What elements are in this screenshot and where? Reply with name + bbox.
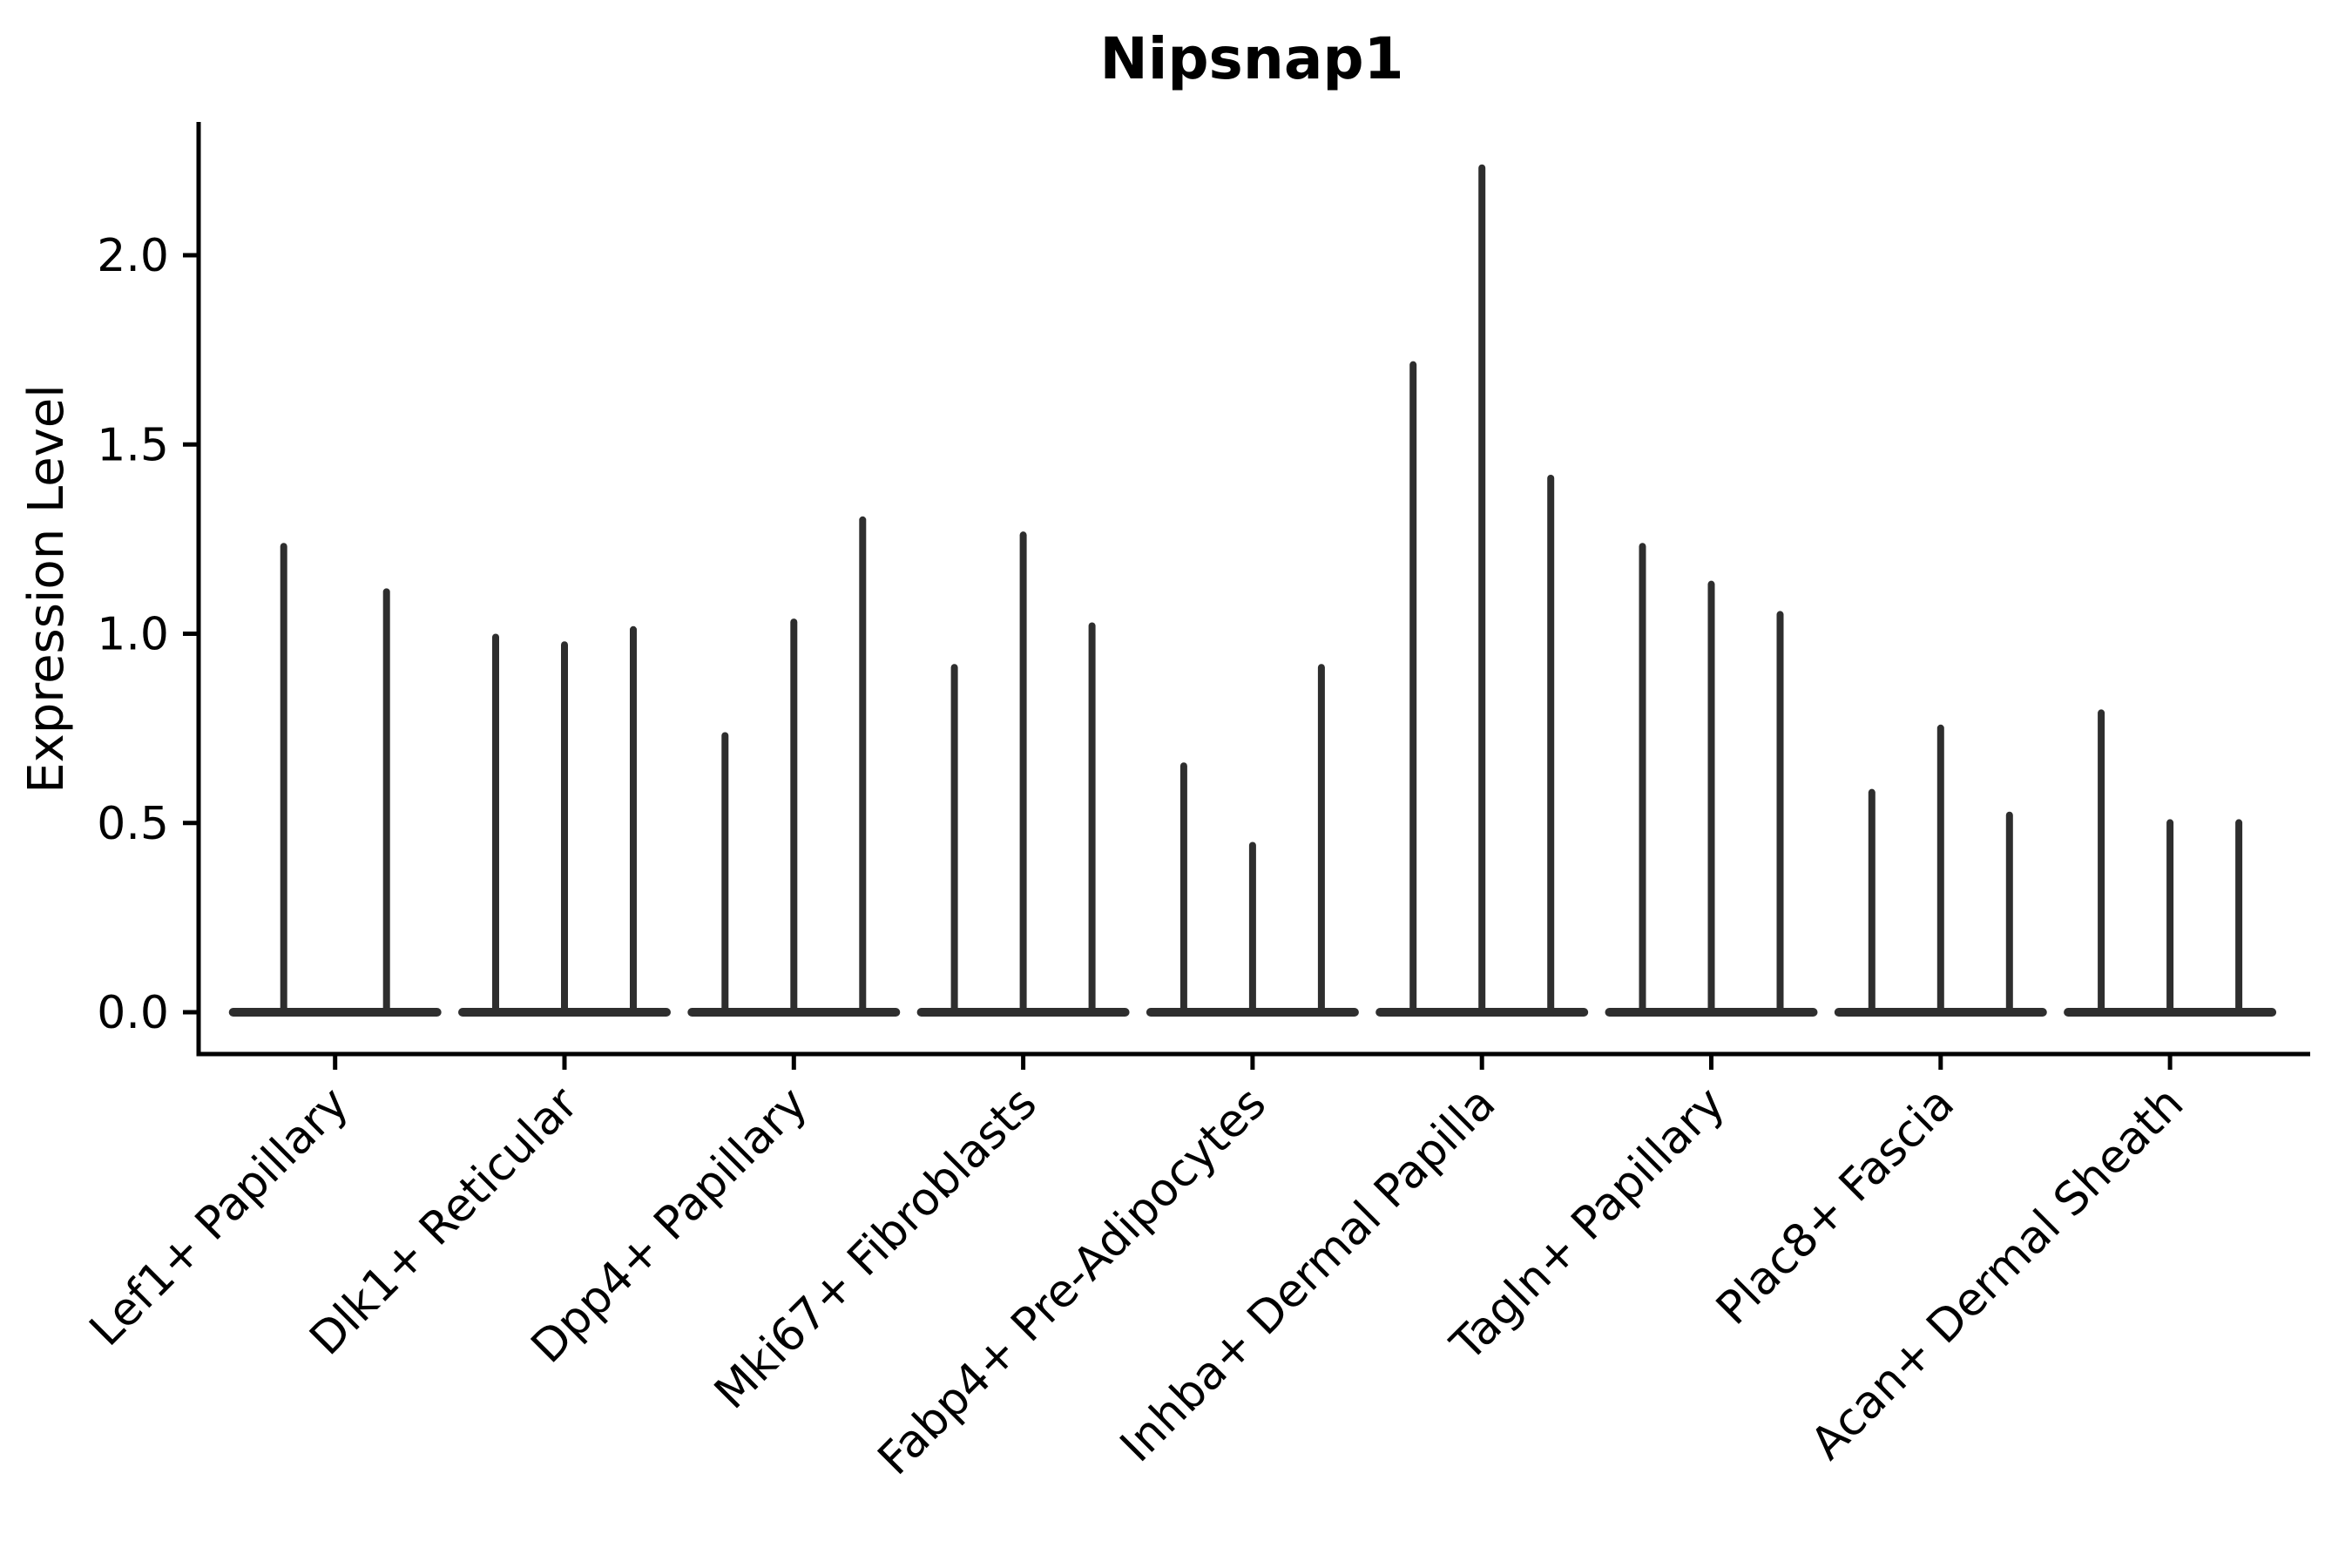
y-axis-label: Expression Level	[18, 384, 75, 794]
violin-spike	[1248, 841, 1256, 1017]
y-tick-label: 0.0	[97, 987, 169, 1039]
violin-group	[687, 516, 901, 1017]
violin-spike	[2005, 811, 2013, 1017]
violin-group	[458, 625, 671, 1017]
violin-spike	[1707, 580, 1715, 1017]
violin-group	[228, 543, 442, 1017]
y-tick-label: 0.5	[97, 798, 169, 850]
violin-base	[228, 1008, 442, 1017]
violin-group	[1834, 724, 2047, 1017]
y-tick-label: 2.0	[97, 230, 169, 282]
violin-spike	[1317, 664, 1325, 1017]
violin-spike	[1639, 543, 1646, 1017]
violin-spike	[2235, 819, 2243, 1017]
violin-spike	[1088, 622, 1096, 1017]
x-tick-label: Inhba+ Dermal Papilla	[1111, 1078, 1505, 1472]
y-tick-label: 1.5	[97, 419, 169, 471]
violin-spike	[492, 633, 499, 1017]
violin-group	[2064, 709, 2277, 1017]
violin-spike	[721, 732, 729, 1017]
violin-spike	[1776, 611, 1784, 1017]
chart-title: Nipsnap1	[1099, 25, 1403, 92]
x-axis-ticks	[333, 1054, 2173, 1070]
y-tick-label: 1.0	[97, 609, 169, 661]
violin-spike	[1019, 531, 1027, 1017]
violin-spike	[2098, 709, 2105, 1017]
x-tick-label: Plac8+ Fascia	[1707, 1078, 1964, 1335]
x-tick-label: Fabp4+ Pre-Adipocytes	[868, 1078, 1276, 1485]
violin-spike	[1868, 788, 1876, 1017]
violin-spike	[1409, 361, 1417, 1017]
violin-group	[1605, 543, 1818, 1017]
violin-spike	[2166, 819, 2174, 1017]
violin-spike	[1179, 762, 1187, 1017]
violin-group	[916, 531, 1130, 1017]
violin-spike	[561, 641, 568, 1017]
violin-spike	[630, 625, 637, 1017]
violin-spike	[1547, 475, 1555, 1017]
violin-spike	[280, 543, 287, 1017]
violin-spike	[1478, 164, 1486, 1017]
x-tick-label: Acan+ Dermal Sheath	[1801, 1078, 2194, 1470]
violin-spike	[382, 588, 390, 1017]
violin-spike	[859, 516, 867, 1017]
violin-spike	[790, 618, 798, 1017]
violin-group	[1375, 164, 1589, 1017]
violin-group	[1146, 664, 1359, 1017]
violin-glyphs	[228, 164, 2277, 1017]
violin-spike	[1936, 724, 1944, 1017]
violin-spike	[950, 664, 958, 1017]
y-axis-ticks: 0.0 0.5 1.0 1.5 2.0	[97, 230, 199, 1039]
